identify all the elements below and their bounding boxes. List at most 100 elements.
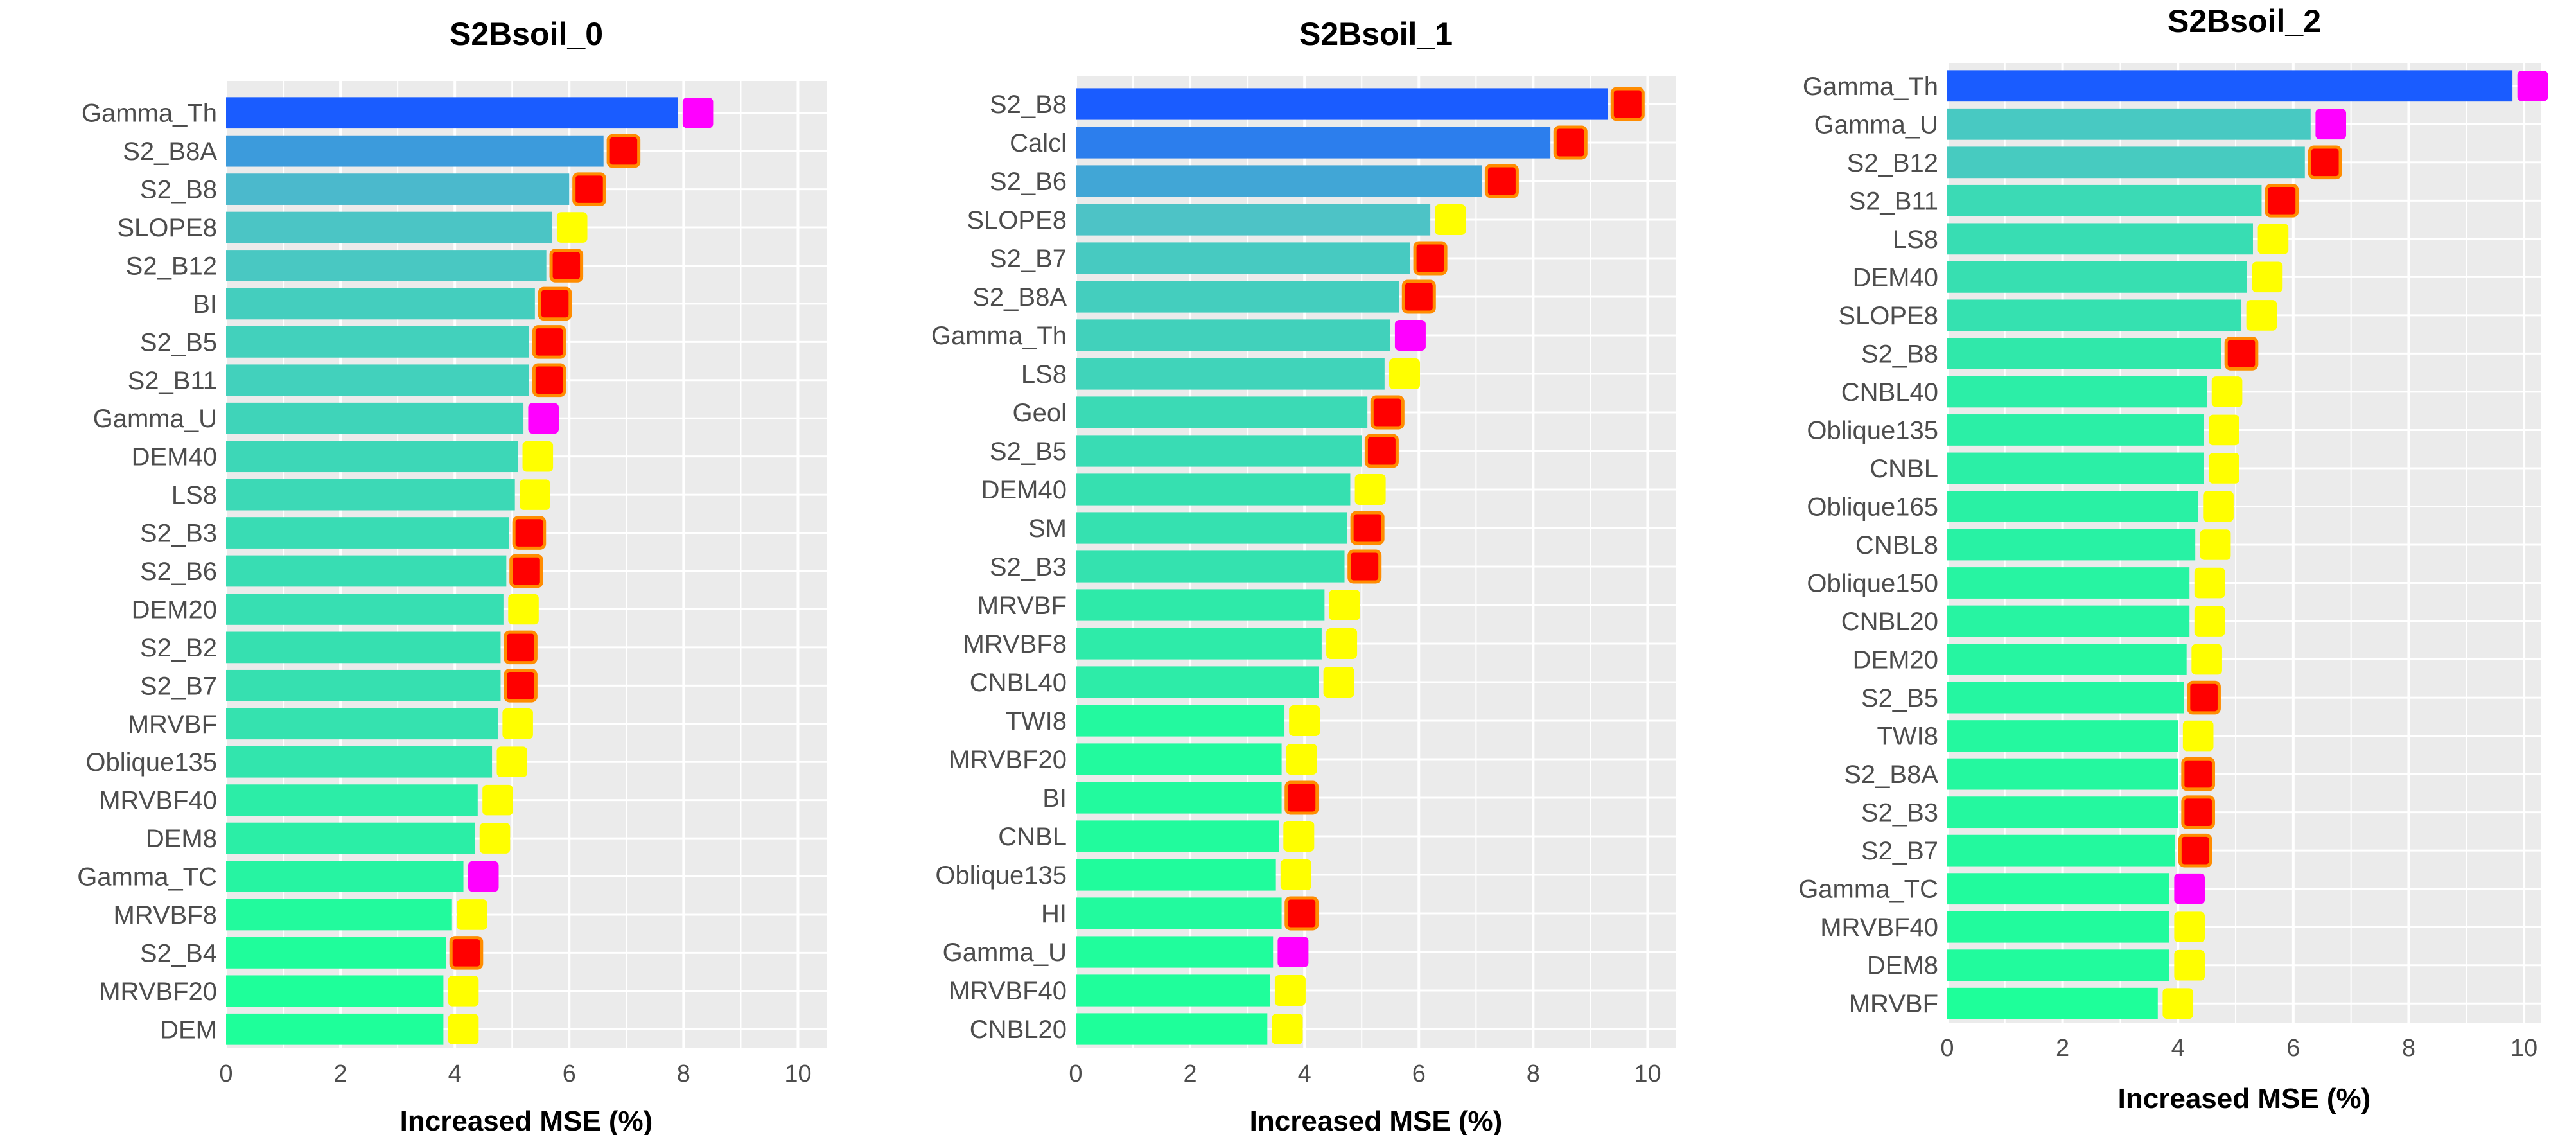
bar-ls8 — [226, 479, 515, 511]
category-label: S2_B3 — [990, 553, 1067, 581]
bar-cnbl — [1947, 452, 2204, 484]
marker-magenta — [2517, 70, 2548, 101]
category-labels: S2_B8 Calcl S2_B6 SLOPE8 S2_B7 S2_B8A Gamma_Th… — [931, 91, 1067, 1044]
x-tick-label: 10 — [2510, 1035, 2537, 1062]
bar-s2_b8a — [226, 135, 604, 167]
marker-red — [1610, 87, 1645, 121]
bar-s2_b3 — [1076, 550, 1345, 583]
bar-s2_b5 — [1076, 435, 1362, 467]
category-label: S2_B11 — [128, 367, 217, 395]
bar-s2_b3 — [1947, 796, 2178, 829]
bar-mrvbf40 — [1947, 911, 2169, 943]
marker-red — [1413, 241, 1448, 276]
marker-yellow — [1274, 975, 1306, 1006]
bar-cnbl40 — [1076, 666, 1319, 698]
x-tick-label: 6 — [1412, 1060, 1426, 1087]
category-label: MRVBF40 — [949, 977, 1067, 1005]
bar-dem8 — [1947, 949, 2169, 981]
marker-yellow — [2194, 606, 2225, 637]
marker-red — [2181, 757, 2215, 791]
marker-yellow — [1272, 1014, 1303, 1044]
marker-magenta — [2315, 109, 2347, 140]
x-tick-label: 8 — [2402, 1035, 2415, 1062]
chart-title: S2Bsoil_1 — [1299, 16, 1453, 52]
bar-s2_b8 — [1076, 88, 1608, 120]
bar-s2_b2 — [226, 631, 501, 664]
bar-s2_b11 — [1947, 184, 2262, 216]
bar-s2_b5 — [226, 326, 529, 358]
bar-s2_b11 — [226, 364, 529, 396]
bar-mrvbf40 — [1076, 974, 1270, 1007]
bar-dem40 — [1076, 473, 1351, 506]
category-label: S2_B6 — [990, 168, 1067, 196]
bar-gamma_th — [1076, 319, 1390, 351]
x-tick-label: 2 — [2056, 1035, 2069, 1062]
marker-yellow — [448, 1014, 479, 1045]
marker-yellow — [1289, 705, 1320, 736]
marker-red — [2224, 337, 2259, 371]
bar-s2_b3 — [226, 517, 509, 549]
category-label: S2_B4 — [140, 939, 217, 967]
category-label: MRVBF20 — [949, 746, 1067, 774]
x-tick-label: 4 — [448, 1060, 462, 1087]
x-tick-label: 4 — [1298, 1060, 1311, 1087]
category-label: Oblique135 — [1807, 416, 1938, 444]
marker-yellow — [2182, 720, 2214, 752]
bar-cnbl8 — [1947, 529, 2196, 561]
marker-red — [1370, 395, 1405, 430]
marker-red — [509, 554, 543, 588]
bar-s2_b7 — [1947, 834, 2175, 867]
significance-markers — [1272, 87, 1645, 1044]
marker-yellow — [2194, 567, 2225, 599]
category-label: S2_B5 — [990, 437, 1067, 466]
x-tick-labels: 0 2 4 6 8 10 — [1940, 1035, 2537, 1062]
bar-oblique150 — [1947, 567, 2190, 599]
category-label: DEM8 — [1867, 952, 1938, 980]
bar-geol — [1076, 396, 1368, 428]
category-label: DEM40 — [981, 476, 1067, 504]
bar-gamma_tc — [226, 861, 464, 892]
category-label: S2_B12 — [1847, 149, 1938, 177]
category-label: Gamma_U — [93, 405, 217, 433]
marker-red — [572, 172, 606, 206]
marker-red — [449, 936, 484, 970]
marker-red — [1484, 164, 1519, 198]
x-tick-labels: 0 2 4 6 8 10 — [1069, 1060, 1661, 1087]
category-label: S2_B7 — [140, 672, 217, 700]
category-label: LS8 — [1021, 360, 1067, 389]
bar-oblique135 — [1947, 414, 2204, 446]
category-label: S2_B8A — [123, 137, 217, 166]
marker-yellow — [1389, 358, 1421, 389]
marker-red — [2308, 145, 2342, 180]
x-tick-label: 2 — [334, 1060, 347, 1087]
category-label: CNBL — [998, 823, 1067, 851]
bar-dem — [226, 1013, 444, 1045]
marker-yellow — [482, 784, 513, 816]
category-label: Oblique165 — [1807, 493, 1938, 521]
category-label: S2_B8A — [1844, 761, 1938, 789]
bar-dem8 — [226, 822, 475, 854]
x-tick-label: 0 — [219, 1060, 232, 1087]
bar-cnbl40 — [1947, 376, 2207, 408]
marker-yellow — [1283, 821, 1315, 852]
bar-s2_b7 — [1076, 242, 1410, 274]
marker-yellow — [2209, 453, 2239, 484]
marker-red — [1347, 549, 1382, 584]
x-tick-label: 10 — [784, 1060, 811, 1087]
bar-ls8 — [1076, 358, 1385, 390]
bar-gamma_th — [226, 97, 678, 129]
x-tick-label: 6 — [563, 1060, 576, 1087]
marker-red — [1284, 780, 1319, 815]
bar-s2_b8a — [1947, 758, 2178, 790]
bar-s2_b6 — [1076, 165, 1482, 197]
category-labels: Gamma_Th S2_B8A S2_B8 SLOPE8 S2_B12 BI S2_B5 S2… — [77, 100, 217, 1044]
bar-oblique135 — [226, 746, 493, 778]
bar-mrvbf40 — [226, 784, 478, 816]
category-label: S2_B8 — [990, 91, 1067, 119]
bars — [1947, 70, 2513, 1019]
marker-yellow — [1329, 590, 1360, 620]
marker-red — [549, 249, 584, 283]
marker-magenta — [528, 403, 559, 434]
marker-yellow — [522, 441, 554, 472]
category-label: S2_B11 — [1849, 187, 1938, 215]
